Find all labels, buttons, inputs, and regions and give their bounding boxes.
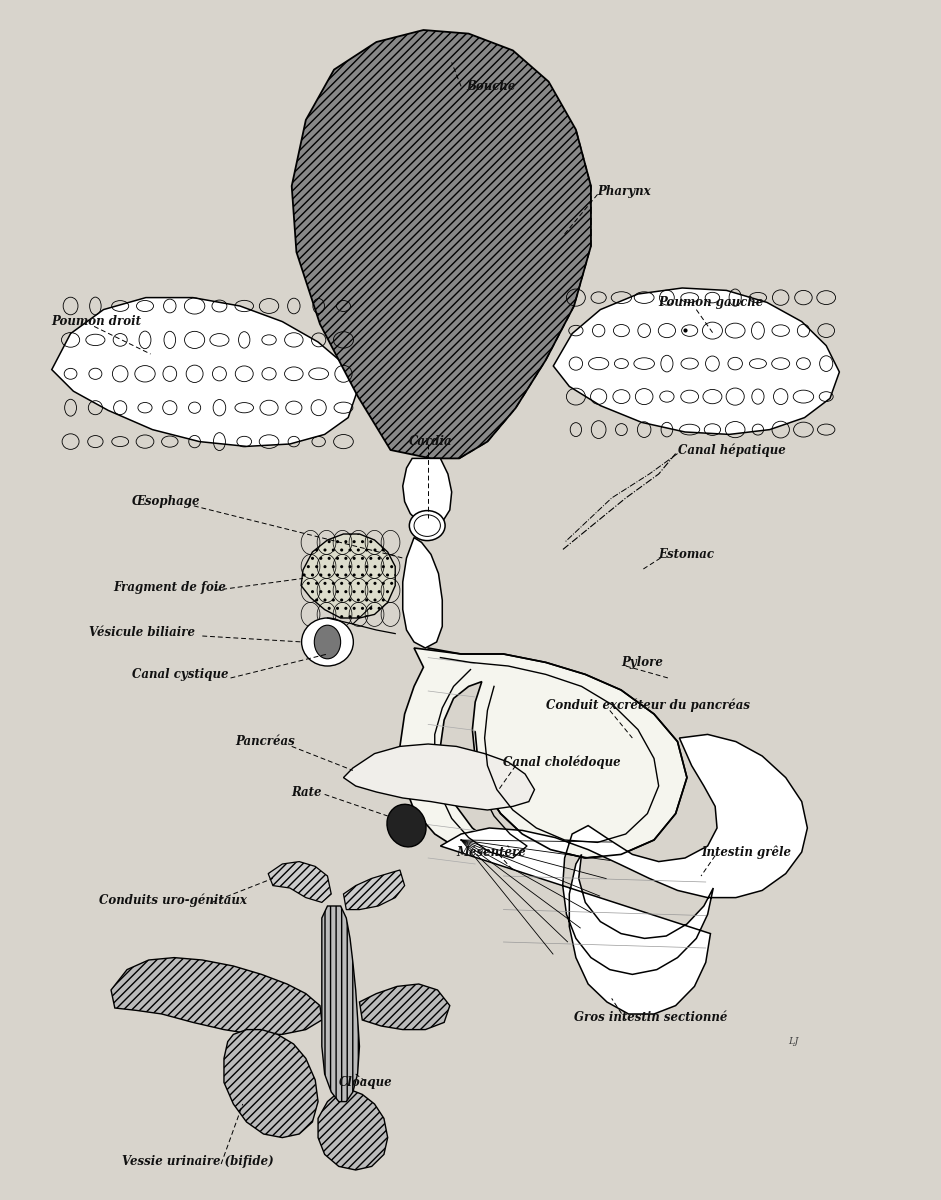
Text: Pancréas: Pancréas (235, 736, 295, 748)
Text: Conduits uro-génitaux: Conduits uro-génitaux (99, 893, 247, 907)
Text: Œsophage: Œsophage (132, 496, 200, 508)
Text: Canal hépatique: Canal hépatique (678, 443, 786, 457)
Text: Pylore: Pylore (621, 656, 663, 668)
Polygon shape (403, 538, 442, 648)
Polygon shape (343, 870, 405, 910)
Text: LJ: LJ (789, 1037, 799, 1046)
Ellipse shape (301, 618, 353, 666)
Polygon shape (553, 288, 839, 434)
Ellipse shape (409, 511, 445, 540)
Polygon shape (268, 862, 331, 902)
Polygon shape (359, 984, 450, 1030)
Text: Canal cystique: Canal cystique (132, 668, 229, 680)
Ellipse shape (387, 804, 426, 847)
Text: Rate: Rate (292, 786, 322, 798)
Polygon shape (440, 734, 807, 1014)
Text: Conduit excréteur du pancréas: Conduit excréteur du pancréas (546, 698, 750, 713)
Polygon shape (292, 30, 591, 458)
Polygon shape (111, 958, 322, 1034)
Text: Vessie urinaire (bifide): Vessie urinaire (bifide) (122, 1156, 274, 1168)
Polygon shape (322, 906, 359, 1102)
Text: Estomac: Estomac (659, 548, 715, 560)
Polygon shape (318, 1090, 388, 1170)
Polygon shape (400, 648, 687, 858)
Text: Mésentère: Mésentère (456, 846, 526, 858)
Polygon shape (343, 744, 534, 810)
Polygon shape (224, 1030, 318, 1138)
Text: Cloaque: Cloaque (339, 1076, 392, 1088)
Text: Gros intestin sectionné: Gros intestin sectionné (574, 1012, 727, 1024)
Text: Pharynx: Pharynx (598, 186, 651, 198)
Text: Poumon gauche: Poumon gauche (659, 296, 764, 308)
Polygon shape (52, 298, 358, 446)
Polygon shape (403, 458, 452, 526)
Text: Canal cholédoque: Canal cholédoque (503, 755, 621, 769)
Text: Poumon droit: Poumon droit (52, 316, 142, 328)
Text: Intestin grêle: Intestin grêle (701, 845, 791, 859)
Text: Fragment de foie: Fragment de foie (113, 582, 226, 594)
Polygon shape (301, 534, 395, 618)
Circle shape (314, 625, 341, 659)
Text: Vésicule biliaire: Vésicule biliaire (89, 626, 196, 638)
Text: Cardia: Cardia (409, 436, 453, 448)
Text: Bouche: Bouche (466, 80, 515, 92)
